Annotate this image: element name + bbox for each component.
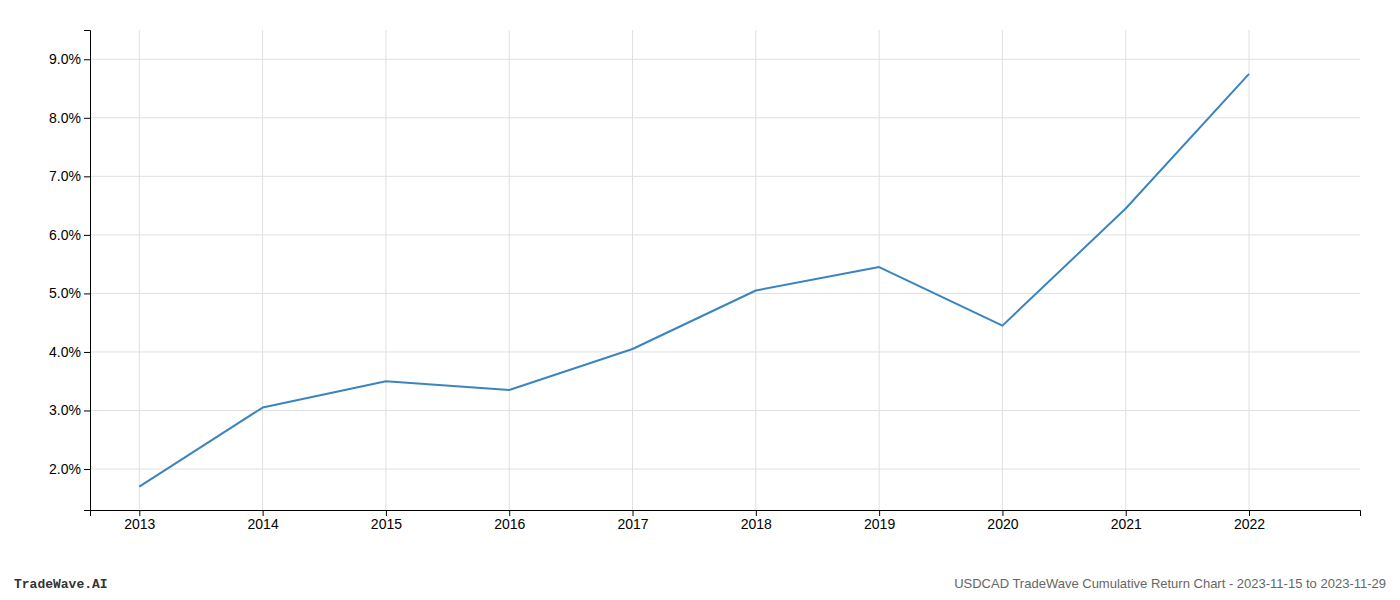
grid <box>90 30 1360 510</box>
x-axis-line <box>91 511 1361 517</box>
x-grid-line <box>1125 30 1126 510</box>
x-tick-label: 2014 <box>248 516 279 532</box>
x-grid-line <box>879 30 880 510</box>
y-tick-label: 7.0% <box>49 168 81 184</box>
y-tick: 2.0% <box>49 461 90 477</box>
x-grid-line <box>632 30 633 510</box>
x-tick: 2020 <box>987 510 1018 532</box>
y-tick-mark <box>84 59 90 60</box>
y-tick: 6.0% <box>49 227 90 243</box>
y-tick: 4.0% <box>49 344 90 360</box>
x-axis: 2013 2014 2015 2016 2017 2018 2019 2020 2021 2022 <box>91 510 1361 532</box>
x-grid-line <box>385 30 386 510</box>
x-grid-line <box>755 30 756 510</box>
y-tick-mark <box>84 352 90 353</box>
chart-container: 2013 2014 2015 2016 2017 2018 2019 2020 2021 2022… <box>0 0 1400 600</box>
footer-left: TradeWave.AI <box>14 577 108 592</box>
y-tick: 8.0% <box>49 110 90 126</box>
y-grid-line <box>90 176 1360 177</box>
y-axis: 2.0% 3.0% 4.0% 5.0% 6.0% 7.0% 8.0% 9.0% <box>49 31 90 511</box>
y-tick-label: 8.0% <box>49 110 81 126</box>
x-tick-label: 2022 <box>1234 516 1265 532</box>
y-grid-line <box>90 293 1360 294</box>
y-grid-line <box>90 410 1360 411</box>
y-tick: 7.0% <box>49 168 90 184</box>
y-grid-line <box>90 469 1360 470</box>
marks <box>139 74 1249 487</box>
x-tick-label: 2013 <box>124 516 155 532</box>
y-axis-line <box>84 31 91 511</box>
x-tick: 2019 <box>864 510 895 532</box>
y-tick: 9.0% <box>49 51 90 67</box>
y-grid-line <box>90 117 1360 118</box>
x-tick-label: 2021 <box>1111 516 1142 532</box>
y-tick-label: 5.0% <box>49 285 81 301</box>
x-grid-line <box>1002 30 1003 510</box>
x-tick-label: 2019 <box>864 516 895 532</box>
x-tick: 2013 <box>124 510 155 532</box>
y-tick-mark <box>84 235 90 236</box>
x-tick: 2017 <box>617 510 648 532</box>
y-tick-mark <box>84 469 90 470</box>
plot-area: 2013 2014 2015 2016 2017 2018 2019 2020 2021 2022… <box>49 30 1360 532</box>
y-tick-mark <box>84 410 90 411</box>
y-tick-label: 3.0% <box>49 402 81 418</box>
x-tick-label: 2017 <box>617 516 648 532</box>
y-tick-mark <box>84 176 90 177</box>
x-tick: 2022 <box>1234 510 1265 532</box>
x-tick: 2016 <box>494 510 525 532</box>
x-tick: 2015 <box>371 510 402 532</box>
y-grid-line <box>90 234 1360 235</box>
y-tick: 3.0% <box>49 402 90 418</box>
x-tick: 2021 <box>1111 510 1142 532</box>
y-tick-label: 4.0% <box>49 344 81 360</box>
chart-svg: 2013 2014 2015 2016 2017 2018 2019 2020 2021 2022… <box>0 0 1400 600</box>
footer-right: USDCAD TradeWave Cumulative Return Chart… <box>954 576 1386 591</box>
y-tick-label: 6.0% <box>49 227 81 243</box>
y-tick-label: 2.0% <box>49 461 81 477</box>
x-grid-line <box>262 30 263 510</box>
y-tick: 5.0% <box>49 285 90 301</box>
x-tick-label: 2020 <box>987 516 1018 532</box>
x-grid-line <box>509 30 510 510</box>
x-tick: 2014 <box>248 510 279 532</box>
x-grid-line <box>139 30 140 510</box>
x-tick-label: 2016 <box>494 516 525 532</box>
y-tick-mark <box>84 118 90 119</box>
y-tick-mark <box>84 293 90 294</box>
line <box>139 74 1249 487</box>
x-grid-line <box>1249 30 1250 510</box>
x-tick: 2018 <box>741 510 772 532</box>
y-tick-label: 9.0% <box>49 51 81 67</box>
x-tick-label: 2015 <box>371 516 402 532</box>
x-tick-label: 2018 <box>741 516 772 532</box>
y-grid-line <box>90 351 1360 352</box>
y-grid-line <box>90 59 1360 60</box>
